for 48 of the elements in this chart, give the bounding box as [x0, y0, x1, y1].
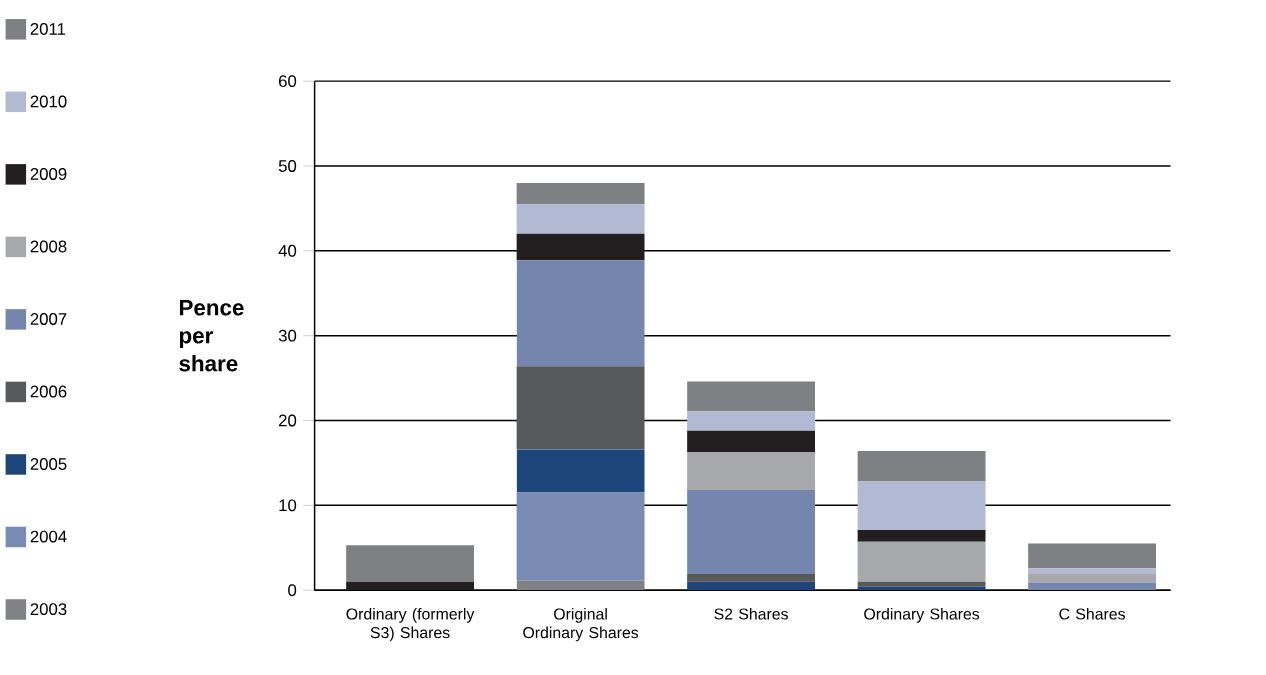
bar: [857, 451, 986, 482]
bar: [346, 545, 475, 582]
bar: [687, 430, 816, 452]
legend-label: 2011: [30, 22, 66, 35]
y-tick-label: 50: [278, 160, 297, 172]
bar: [687, 411, 816, 431]
y-axis-title: Pence per share: [179, 299, 244, 372]
bar: [516, 182, 645, 205]
bar: [857, 529, 986, 542]
bar: [516, 260, 645, 367]
bar: [687, 451, 816, 491]
bar: [1028, 568, 1157, 575]
bar: [857, 541, 986, 582]
legend-label: 2007: [30, 313, 67, 325]
legend-label: 2004: [30, 530, 67, 543]
y-tick-label: 10: [279, 499, 297, 512]
bar: [516, 204, 645, 234]
bar: [687, 381, 816, 412]
y-tick-label: 30: [278, 329, 297, 342]
bar: [687, 581, 816, 591]
bar: [1028, 574, 1157, 583]
legend-label: 2008: [30, 240, 67, 253]
bar: [516, 449, 645, 493]
x-tick-label: Ordinary Shares: [864, 607, 980, 623]
x-tick-label: Original Ordinary Shares: [523, 607, 639, 642]
legend-label: 2006: [30, 385, 67, 398]
bar: [516, 366, 645, 450]
bar: [1028, 543, 1157, 569]
x-tick-label: C Shares: [1059, 607, 1125, 620]
bar: [857, 481, 986, 530]
bar: [687, 574, 816, 582]
y-tick-label: 20: [279, 414, 297, 427]
legend-label: 2003: [30, 603, 67, 616]
bar: [346, 581, 475, 591]
y-tick-label: 40: [278, 244, 297, 257]
legend-label: 2005: [30, 458, 67, 470]
bar: [516, 580, 645, 591]
bar: [516, 233, 645, 261]
bar: [1028, 582, 1157, 591]
x-tick-label: Ordinary (formerly S3) Shares: [346, 607, 475, 642]
x-tick-label: S2 Shares: [714, 607, 788, 620]
bar: [687, 490, 816, 575]
legend-label: 2010: [30, 95, 67, 108]
bar: [516, 492, 645, 581]
y-tick-label: 60: [279, 75, 297, 88]
legend-label: 2009: [30, 168, 67, 180]
y-tick-label: 0: [288, 584, 297, 597]
bar: [857, 581, 986, 587]
